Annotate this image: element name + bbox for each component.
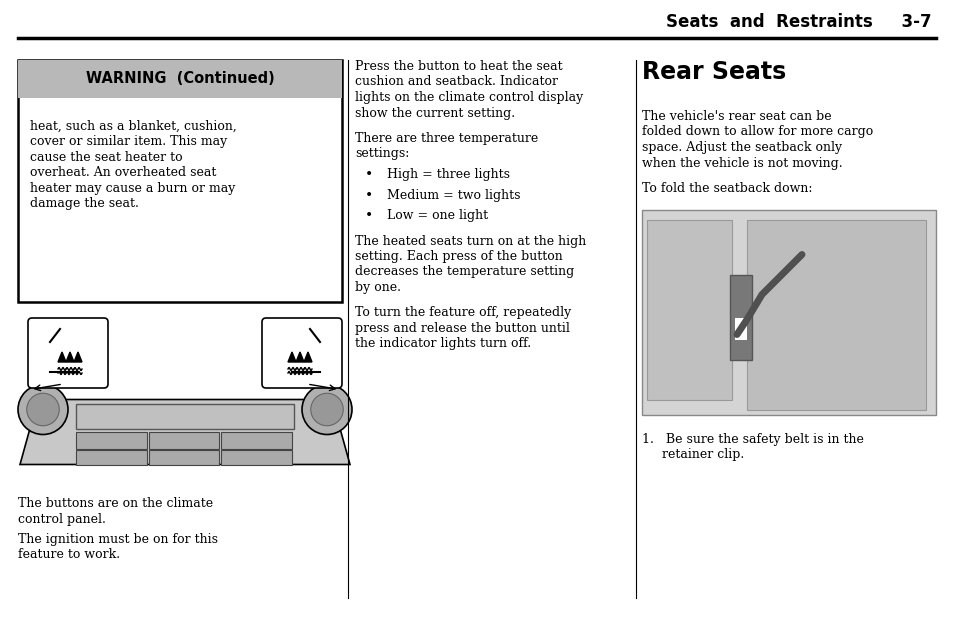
Bar <box>76 450 147 466</box>
Polygon shape <box>58 352 66 362</box>
Bar <box>18 60 341 302</box>
Text: retainer clip.: retainer clip. <box>641 448 743 461</box>
Text: The heated seats turn on at the high: The heated seats turn on at the high <box>355 235 586 248</box>
Text: settings:: settings: <box>355 147 409 161</box>
Circle shape <box>311 393 343 426</box>
Text: damage the seat.: damage the seat. <box>30 198 139 211</box>
Text: press and release the button until: press and release the button until <box>355 322 569 335</box>
Text: •: • <box>365 209 373 223</box>
Text: lights on the climate control display: lights on the climate control display <box>355 91 582 104</box>
Text: heat, such as a blanket, cushion,: heat, such as a blanket, cushion, <box>30 120 236 133</box>
Text: by one.: by one. <box>355 281 400 294</box>
Bar <box>18 60 341 98</box>
Text: There are three temperature: There are three temperature <box>355 132 537 145</box>
Bar <box>76 404 294 429</box>
Text: space. Adjust the seatback only: space. Adjust the seatback only <box>641 141 841 154</box>
Bar <box>149 450 219 466</box>
Bar <box>76 433 147 450</box>
Text: feature to work.: feature to work. <box>18 549 120 561</box>
Text: control panel.: control panel. <box>18 512 106 526</box>
Text: WARNING  (Continued): WARNING (Continued) <box>86 71 274 87</box>
Text: The ignition must be on for this: The ignition must be on for this <box>18 533 218 546</box>
Text: heater may cause a burn or may: heater may cause a burn or may <box>30 182 235 195</box>
Text: cushion and seatback. Indicator: cushion and seatback. Indicator <box>355 75 558 89</box>
Text: show the current setting.: show the current setting. <box>355 107 515 119</box>
Text: decreases the temperature setting: decreases the temperature setting <box>355 265 574 279</box>
Text: setting. Each press of the button: setting. Each press of the button <box>355 250 562 263</box>
Text: the indicator lights turn off.: the indicator lights turn off. <box>355 338 531 350</box>
Bar <box>729 274 751 359</box>
Text: •: • <box>365 188 373 202</box>
Text: To turn the feature off, repeatedly: To turn the feature off, repeatedly <box>355 306 571 320</box>
Bar <box>734 318 746 339</box>
Text: 1.   Be sure the safety belt is in the: 1. Be sure the safety belt is in the <box>641 433 863 445</box>
Bar <box>641 209 935 415</box>
Text: cover or similar item. This may: cover or similar item. This may <box>30 135 227 149</box>
Text: High = three lights: High = three lights <box>387 168 510 181</box>
Bar <box>746 219 925 410</box>
Bar <box>221 433 292 450</box>
Text: Press the button to heat the seat: Press the button to heat the seat <box>355 60 562 73</box>
Polygon shape <box>288 352 295 362</box>
Text: overheat. An overheated seat: overheat. An overheated seat <box>30 167 216 179</box>
Text: when the vehicle is not moving.: when the vehicle is not moving. <box>641 156 841 170</box>
Text: Rear Seats: Rear Seats <box>641 60 785 84</box>
Polygon shape <box>20 399 350 464</box>
Text: •: • <box>365 168 373 182</box>
Circle shape <box>27 393 59 426</box>
Text: cause the seat heater to: cause the seat heater to <box>30 151 182 164</box>
FancyBboxPatch shape <box>262 318 341 388</box>
Polygon shape <box>295 352 304 362</box>
Circle shape <box>18 385 68 434</box>
Bar <box>149 433 219 450</box>
Text: Low = one light: Low = one light <box>387 209 488 222</box>
Text: Seats  and  Restraints     3-7: Seats and Restraints 3-7 <box>666 13 931 31</box>
FancyBboxPatch shape <box>28 318 108 388</box>
Text: Medium = two lights: Medium = two lights <box>387 188 520 202</box>
Text: To fold the seatback down:: To fold the seatback down: <box>641 182 812 195</box>
Polygon shape <box>66 352 74 362</box>
Bar <box>221 450 292 466</box>
Text: The vehicle's rear seat can be: The vehicle's rear seat can be <box>641 110 831 123</box>
Polygon shape <box>74 352 82 362</box>
Circle shape <box>302 385 352 434</box>
Text: folded down to allow for more cargo: folded down to allow for more cargo <box>641 126 872 138</box>
Text: The buttons are on the climate: The buttons are on the climate <box>18 497 213 510</box>
Bar <box>646 219 731 399</box>
Polygon shape <box>304 352 312 362</box>
